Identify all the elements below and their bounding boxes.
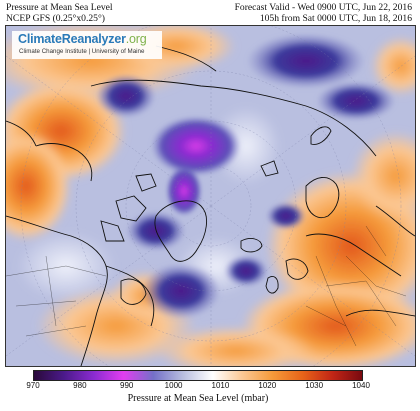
low-pressure-regions bbox=[96, 33, 396, 319]
coastlines bbox=[6, 45, 415, 366]
pressure-map: ClimateReanalyzer.org Climate Change Ins… bbox=[5, 25, 416, 367]
header-left: Pressure at Mean Sea Level NCEP GFS (0.2… bbox=[6, 2, 113, 24]
colorbar-legend: 970 980 990 1000 1010 1020 1030 1040 Pressure a… bbox=[0, 368, 420, 411]
colorbar-tick-1030: 1030 bbox=[305, 381, 324, 390]
colorbar-tick-1040: 1040 bbox=[352, 381, 370, 390]
climate-reanalyzer-logo: ClimateReanalyzer.org Climate Change Ins… bbox=[12, 31, 162, 59]
header-right: Forecast Valid - Wed 0900 UTC, Jun 22, 2… bbox=[235, 2, 412, 24]
map-header: Pressure at Mean Sea Level NCEP GFS (0.2… bbox=[0, 0, 420, 24]
colorbar-tick-1020: 1020 bbox=[258, 381, 277, 390]
colorbar-tick-970: 970 bbox=[26, 381, 40, 390]
logo-subtitle: Climate Change Institute | University of… bbox=[19, 48, 145, 55]
political-borders bbox=[6, 225, 407, 347]
colorbar-ticks: 970 980 990 1000 1010 1020 1030 1040 bbox=[26, 381, 370, 393]
logo-wordmark: ClimateReanalyzer.org bbox=[18, 32, 147, 46]
model-name: NCEP GFS (0.25°x0.25°) bbox=[6, 13, 106, 24]
pressure-field-svg bbox=[6, 26, 415, 366]
colorbar-tick-980: 980 bbox=[73, 381, 87, 390]
forecast-init-time: 105h from Sat 0000 UTC, Jun 18, 2016 bbox=[259, 13, 412, 24]
high-pressure-regions bbox=[6, 26, 415, 366]
colorbar-gradient bbox=[33, 370, 363, 381]
forecast-valid-time: Forecast Valid - Wed 0900 UTC, Jun 22, 2… bbox=[234, 2, 412, 13]
colorbar-tick-1000: 1000 bbox=[164, 381, 183, 390]
colorbar-tick-990: 990 bbox=[120, 381, 134, 390]
colorbar-tick-1010: 1010 bbox=[211, 381, 230, 390]
variable-title: Pressure at Mean Sea Level bbox=[6, 2, 113, 13]
graticule bbox=[6, 26, 415, 366]
colorbar-label: Pressure at Mean Sea Level (mbar) bbox=[127, 393, 269, 404]
